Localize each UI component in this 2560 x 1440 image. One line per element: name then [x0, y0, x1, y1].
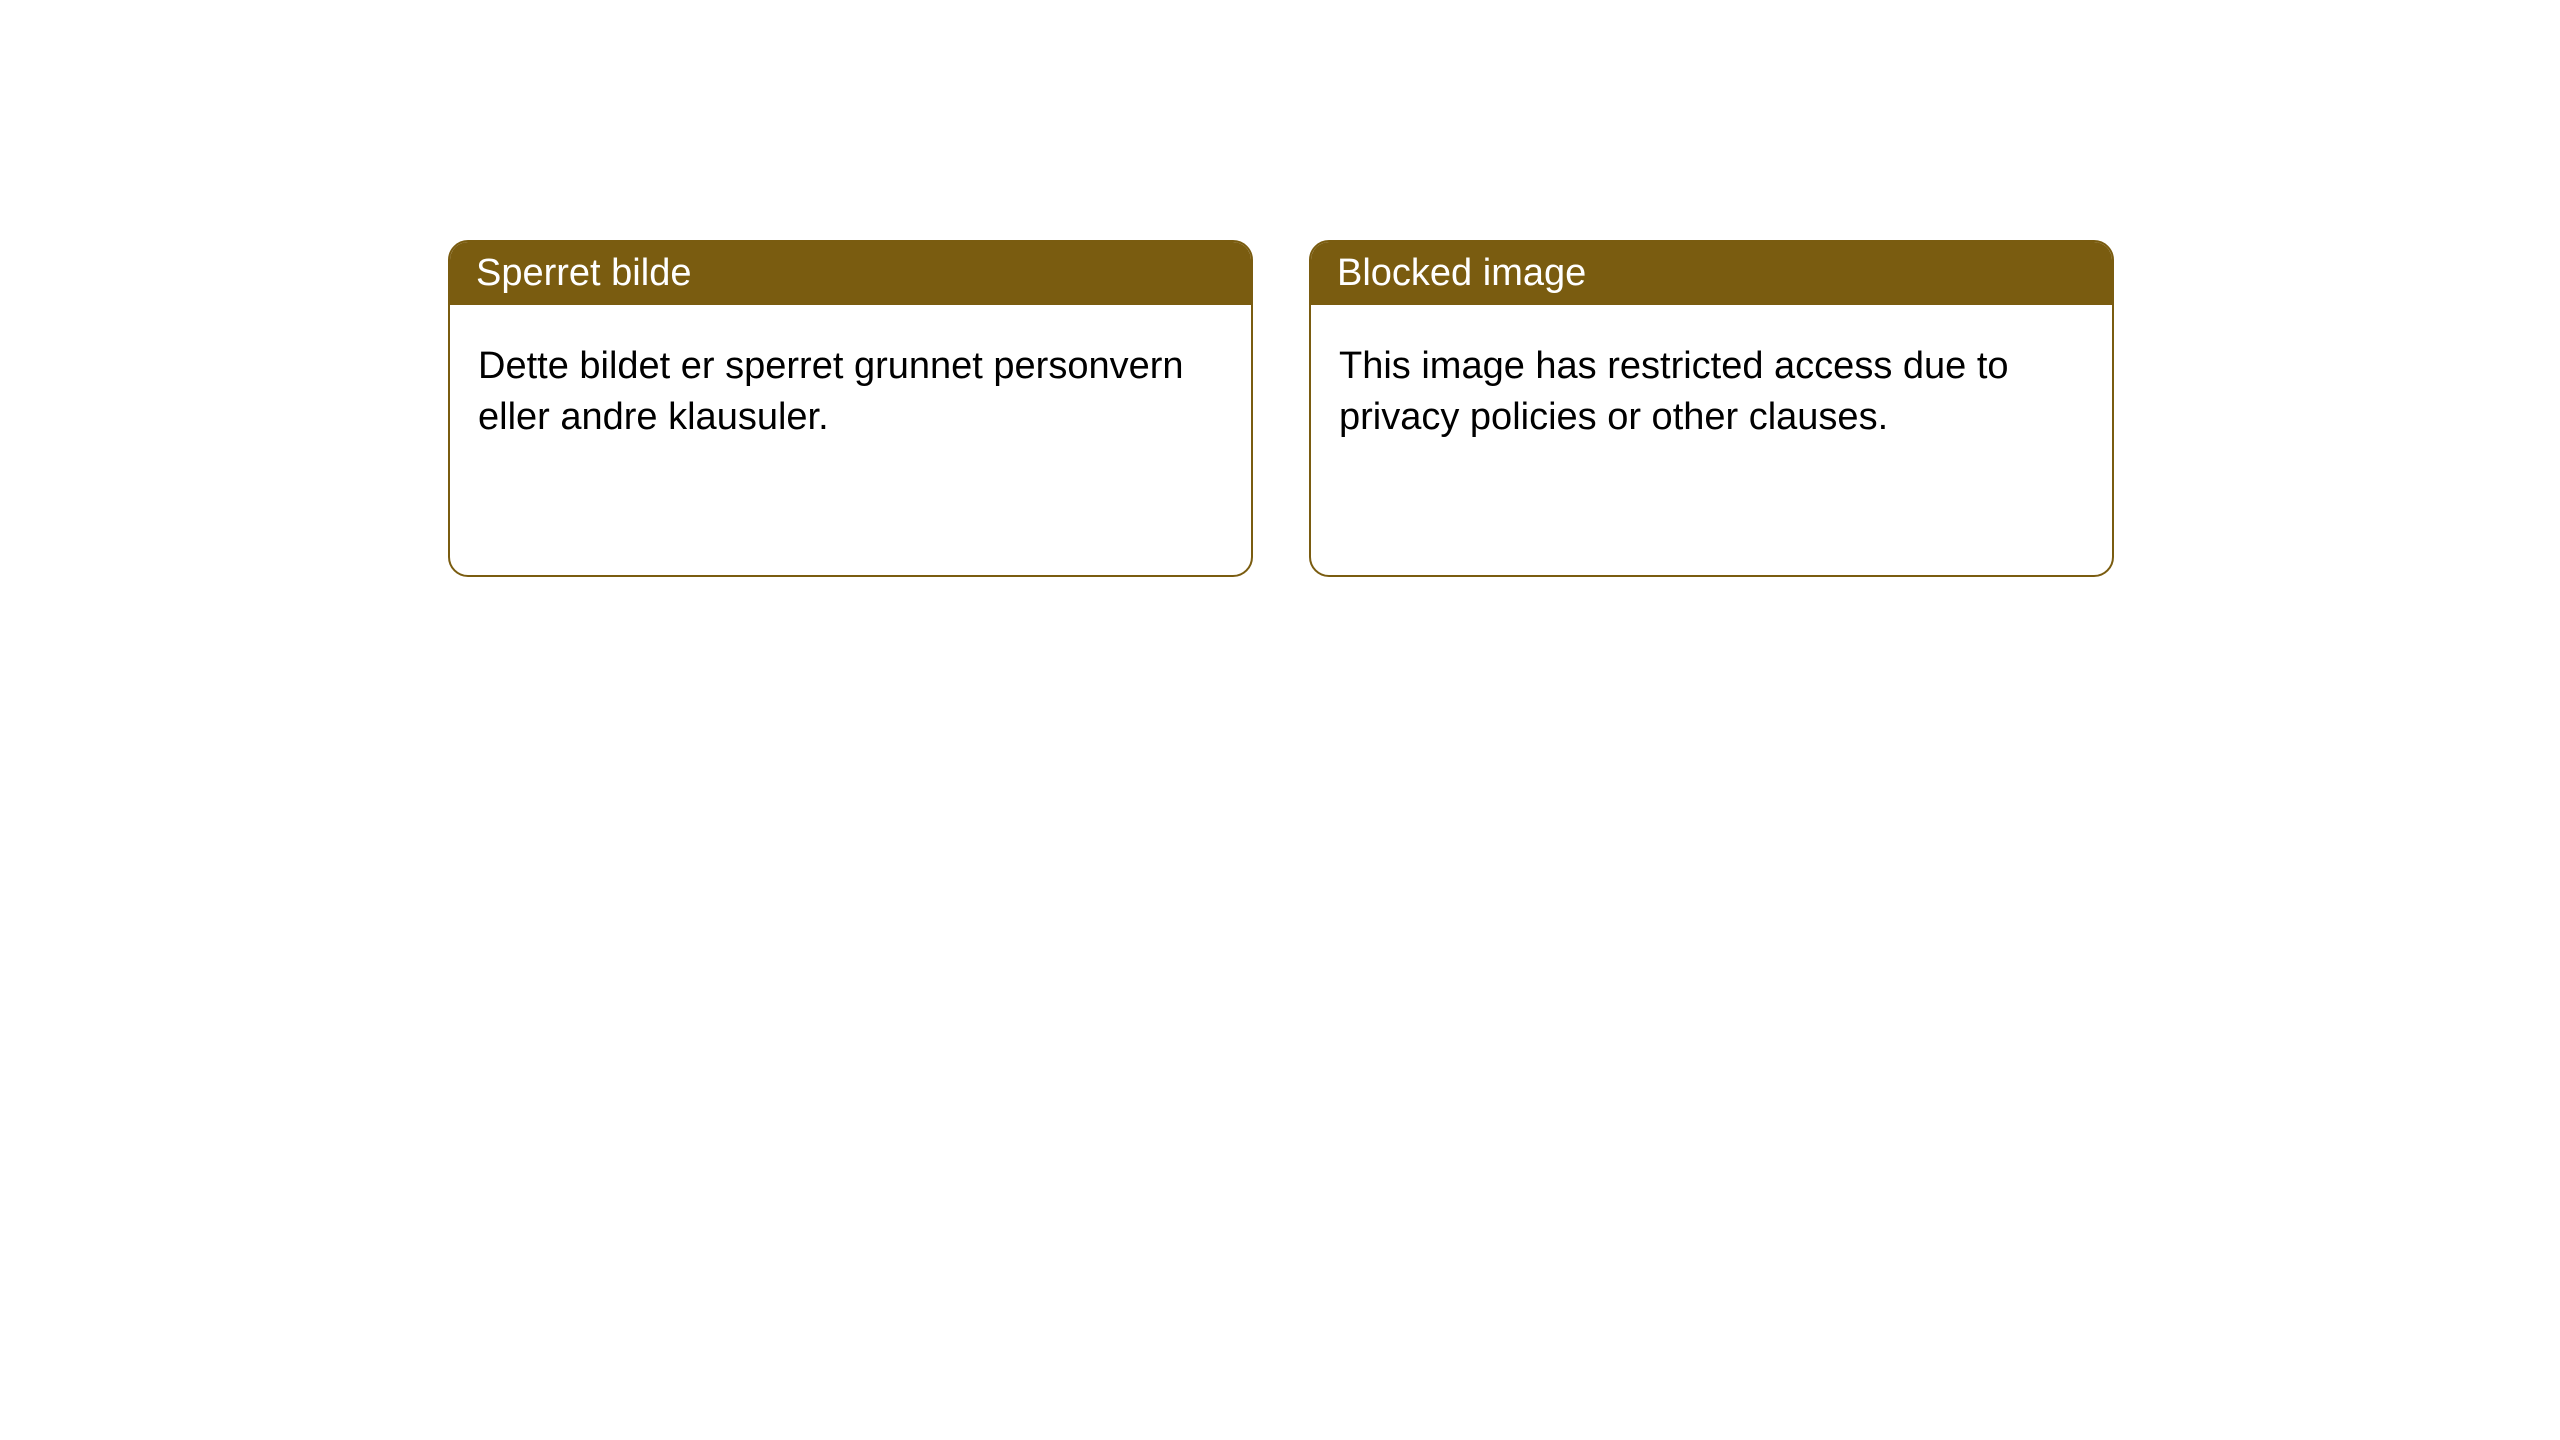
notice-header: Blocked image: [1311, 242, 2112, 305]
notice-text: Dette bildet er sperret grunnet personve…: [478, 341, 1223, 444]
notice-container: Sperret bilde Dette bildet er sperret gr…: [0, 0, 2560, 577]
notice-card-norwegian: Sperret bilde Dette bildet er sperret gr…: [448, 240, 1253, 577]
notice-body: Dette bildet er sperret grunnet personve…: [450, 305, 1251, 575]
notice-body: This image has restricted access due to …: [1311, 305, 2112, 575]
notice-text: This image has restricted access due to …: [1339, 341, 2084, 444]
notice-card-english: Blocked image This image has restricted …: [1309, 240, 2114, 577]
notice-title: Sperret bilde: [476, 252, 691, 294]
notice-header: Sperret bilde: [450, 242, 1251, 305]
notice-title: Blocked image: [1337, 252, 1586, 294]
